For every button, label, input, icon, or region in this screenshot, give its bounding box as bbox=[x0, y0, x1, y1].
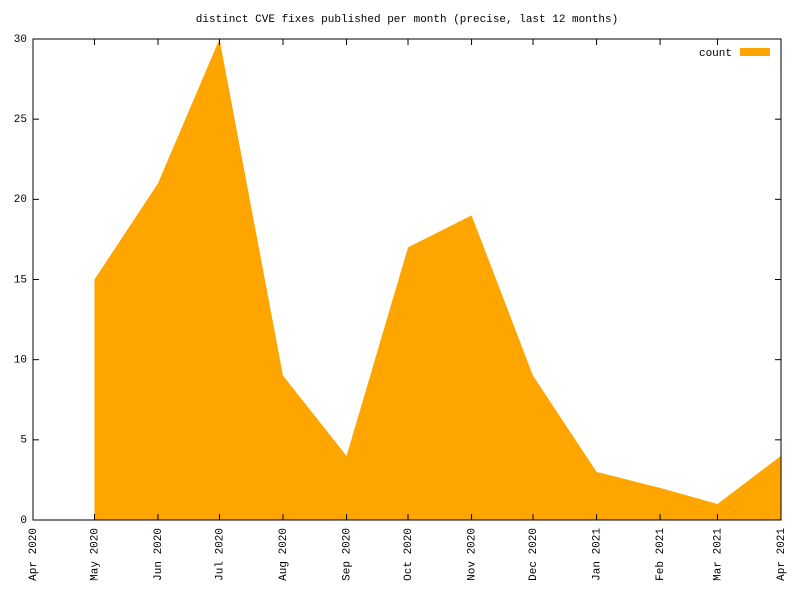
y-tick-label: 0 bbox=[20, 515, 27, 527]
y-tick-label: 30 bbox=[14, 34, 27, 46]
x-tick-label: Dec 2020 bbox=[528, 528, 540, 581]
plot-frame bbox=[32, 38, 782, 521]
x-tick-label: Jul 2020 bbox=[214, 528, 226, 581]
x-tick-label: Feb 2021 bbox=[655, 528, 667, 581]
x-tick-label: Oct 2020 bbox=[403, 528, 415, 581]
x-tick-label: Apr 2021 bbox=[776, 528, 788, 581]
x-tick-label: Sep 2020 bbox=[341, 528, 353, 581]
x-tick-label: Jun 2020 bbox=[153, 528, 165, 581]
x-tick-label: May 2020 bbox=[89, 528, 101, 581]
x-tick-label: Aug 2020 bbox=[278, 528, 290, 581]
chart-title: distinct CVE fixes published per month (… bbox=[196, 14, 618, 26]
y-tick-label: 20 bbox=[14, 194, 27, 206]
x-tick-label: Nov 2020 bbox=[466, 528, 478, 581]
y-tick-label: 10 bbox=[14, 355, 27, 367]
y-tick-label: 15 bbox=[14, 274, 27, 286]
area bbox=[94, 39, 782, 520]
x-tick-label: Mar 2021 bbox=[712, 528, 724, 581]
legend-swatch bbox=[740, 48, 770, 56]
x-tick-label: Apr 2020 bbox=[28, 528, 40, 581]
y-tick-label: 25 bbox=[14, 114, 27, 126]
y-tick-label: 5 bbox=[20, 435, 27, 447]
x-tick-label: Jan 2021 bbox=[591, 528, 603, 581]
legend-label: count bbox=[699, 48, 732, 60]
